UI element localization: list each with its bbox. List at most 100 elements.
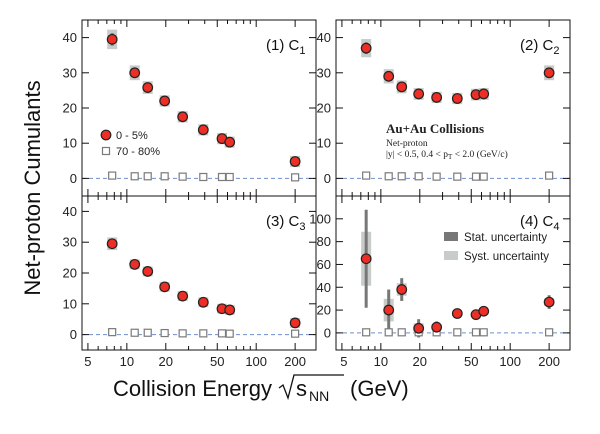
annotation-tail: < 2.0 (GeV/c) xyxy=(452,149,507,160)
x-tick-label: 100 xyxy=(499,354,521,369)
data-point-central xyxy=(129,67,141,79)
legend-marker-central xyxy=(100,129,112,141)
data-point-peripheral xyxy=(479,172,488,181)
y-tick-label: 0 xyxy=(70,327,77,342)
data-point-peripheral xyxy=(545,328,554,337)
data-point-central xyxy=(177,290,189,302)
data-point-central xyxy=(224,136,236,148)
panel-c1: 0 10 20 30 40 (1) C1 0 - 5% 70 - 80% xyxy=(63,19,317,197)
x-tick-label: 200 xyxy=(538,354,560,369)
y-tick-label: 20 xyxy=(63,101,77,116)
y-tick-label: 30 xyxy=(63,235,77,250)
data-point-peripheral xyxy=(225,329,234,338)
data-point-central xyxy=(197,124,209,136)
data-point-central xyxy=(396,284,408,295)
y-tick-label: 40 xyxy=(317,280,331,295)
x-tick-label: 20 xyxy=(159,354,173,369)
data-point-peripheral xyxy=(479,328,488,337)
panel-label-subscript: 3 xyxy=(299,221,305,233)
y-tick-label: 30 xyxy=(63,65,77,80)
data-point-central xyxy=(543,296,555,308)
data-point-central xyxy=(383,70,395,82)
x-axis-title-s: s xyxy=(296,376,307,401)
x-tick-label: 50 xyxy=(210,354,224,369)
data-point-central xyxy=(142,82,154,93)
data-point-central xyxy=(478,305,490,317)
data-point-central xyxy=(431,321,443,333)
data-point-peripheral xyxy=(291,173,300,182)
data-point-central xyxy=(224,304,236,316)
data-point-central xyxy=(129,258,141,270)
y-tick-label: 20 xyxy=(317,101,331,116)
y-tick-label: 0 xyxy=(324,171,331,186)
annotation-line1: Net-proton xyxy=(386,139,428,149)
data-point-central xyxy=(159,95,171,107)
data-point-peripheral xyxy=(384,328,393,337)
data-point-central xyxy=(383,304,395,316)
data-point-peripheral xyxy=(143,172,152,181)
legend-stat-swatch xyxy=(444,232,458,241)
legend-marker-peripheral xyxy=(101,146,111,156)
data-point-peripheral xyxy=(160,172,169,181)
y-tick-label: 40 xyxy=(63,30,77,45)
data-point-peripheral xyxy=(130,328,139,337)
data-point-peripheral xyxy=(178,329,187,338)
data-point-peripheral xyxy=(143,328,152,337)
data-point-peripheral xyxy=(225,172,234,182)
annotation-title: Au+Au Collisions xyxy=(386,121,484,136)
annotation-subscript: T xyxy=(448,153,453,161)
panel-frame xyxy=(335,195,571,351)
x-tick-label: 10 xyxy=(374,354,388,369)
y-tick-label: 60 xyxy=(317,257,331,272)
panel-c2: 0 10 20 30 40 (2) C2 Au+Au Collisions Net-proto… xyxy=(317,19,571,197)
data-point-peripheral xyxy=(108,171,117,180)
legend-stat-label: Stat. uncertainty xyxy=(464,232,547,244)
y-tick-label: 80 xyxy=(317,234,331,249)
sqrt-symbol xyxy=(278,374,344,401)
x-axis-title: Collision Energy s NN (GeV) xyxy=(113,374,409,404)
data-point-peripheral xyxy=(160,328,169,338)
data-point-peripheral xyxy=(217,329,227,338)
legend-syst-swatch xyxy=(444,251,458,260)
data-point-peripheral xyxy=(397,172,406,181)
panel-label: (3) C3 xyxy=(266,213,305,233)
data-point-peripheral xyxy=(217,172,227,182)
data-point-central xyxy=(413,322,425,334)
data-point-peripheral xyxy=(453,172,462,181)
data-point-peripheral xyxy=(362,328,371,337)
data-point-central xyxy=(106,33,118,45)
legend-syst-label: Syst. uncertainty xyxy=(464,251,549,263)
panel-label: (2) C2 xyxy=(520,37,559,57)
data-point-central xyxy=(451,308,463,319)
annotation: Au+Au Collisions Net-proton|y| < 0.5, 0.4… xyxy=(386,121,508,161)
data-point-peripheral xyxy=(397,328,406,337)
x-tick-label: 100 xyxy=(245,354,267,369)
x-axis-title-sub: NN xyxy=(309,388,329,404)
x-tick-label: 20 xyxy=(413,354,427,369)
legend-label-central: 0 - 5% xyxy=(116,130,148,142)
panel-label-subscript: 2 xyxy=(553,45,559,57)
data-point-peripheral xyxy=(362,171,371,180)
panel-label: (1) C1 xyxy=(266,37,305,57)
y-tick-label: 40 xyxy=(63,204,77,219)
data-point-peripheral xyxy=(471,328,481,337)
data-point-central xyxy=(360,253,372,265)
data-point-central xyxy=(177,111,189,123)
y-tick-label: 10 xyxy=(317,136,331,151)
y-axis-title: Net-proton Cumulants xyxy=(20,80,45,295)
panel-c3: 0 10 20 30 40 5 10 20 50 100 200 (3) C3 xyxy=(63,195,317,369)
data-point-central xyxy=(543,67,555,79)
data-point-central xyxy=(289,156,301,167)
data-point-peripheral xyxy=(414,172,423,181)
y-tick-label: 10 xyxy=(63,296,77,311)
y-tick-label: 20 xyxy=(63,266,77,281)
data-point-central xyxy=(451,93,463,104)
y-tick-label: 30 xyxy=(317,65,331,80)
y-tick-label: 40 xyxy=(317,30,331,45)
data-point-peripheral xyxy=(471,172,481,181)
panel-label: (4) C4 xyxy=(520,213,559,233)
data-point-peripheral xyxy=(178,172,187,181)
x-axis-title-main: Collision Energy xyxy=(113,376,272,401)
data-point-peripheral xyxy=(545,171,554,180)
